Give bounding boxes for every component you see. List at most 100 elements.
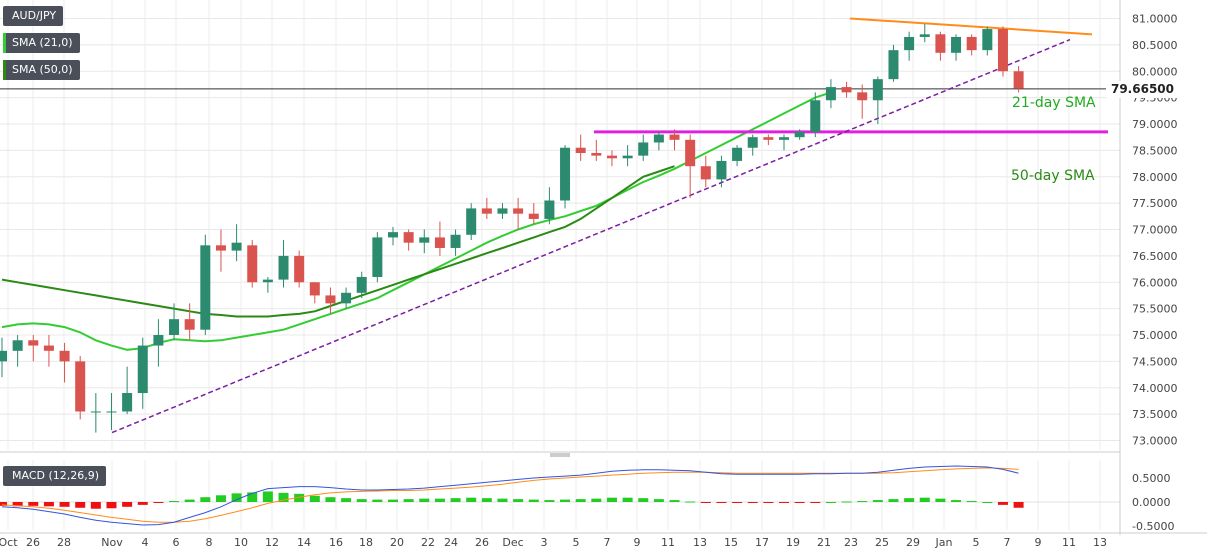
macd-histogram-bar <box>434 498 445 502</box>
legend-macd-text: MACD (12,26,9) <box>12 469 100 482</box>
candle-body <box>966 36 977 51</box>
macd-histogram-bar <box>200 497 211 502</box>
price-tick-label: 75.0000 <box>1132 329 1178 342</box>
macd-histogram-bar <box>137 502 148 505</box>
candle-body <box>1013 71 1024 89</box>
candle-body <box>951 36 962 53</box>
legend-symbol-text: AUD/JPY <box>12 9 57 22</box>
candles <box>0 23 1024 433</box>
candle-body <box>419 237 430 243</box>
candle-body <box>700 166 711 180</box>
price-tick-label: 75.5000 <box>1132 303 1178 316</box>
macd-histogram-bar <box>184 499 195 502</box>
macd-histogram-bar <box>857 501 868 503</box>
date-tick-label: 10 <box>234 536 248 549</box>
macd-histogram-bar <box>982 502 993 503</box>
candle-body <box>997 29 1008 72</box>
macd-histogram-bar <box>544 500 555 502</box>
candle-body <box>825 87 836 101</box>
macd-histogram-bar <box>215 495 226 502</box>
date-tick-label: 16 <box>329 536 343 549</box>
candle-body <box>497 208 508 214</box>
candle-body <box>434 237 445 248</box>
macd-histogram-bar <box>513 499 524 502</box>
legend-macd[interactable]: MACD (12,26,9) <box>3 466 107 486</box>
date-tick-label: Oct <box>0 536 18 549</box>
macd-histogram-bar <box>262 491 273 502</box>
candle-body <box>904 36 915 51</box>
candle-body <box>528 213 539 219</box>
legend-sma50[interactable]: SMA (50,0) <box>3 60 80 80</box>
candle-body <box>575 147 586 154</box>
date-tick-label: 13 <box>693 536 707 549</box>
resistance-trendline <box>849 17 1093 36</box>
date-tick-label: 29 <box>906 536 920 549</box>
date-tick-label: 19 <box>786 536 800 549</box>
date-tick-label: 15 <box>724 536 738 549</box>
candle-body <box>200 245 211 330</box>
candle-body <box>841 87 852 93</box>
macd-histogram-bar <box>169 501 180 503</box>
macd-histogram-bar <box>497 498 508 502</box>
date-tick-label: 22 <box>421 536 435 549</box>
candle-body <box>669 134 680 140</box>
macd-histogram-bar <box>59 502 70 507</box>
price-tick-label: 81.0000 <box>1132 13 1178 26</box>
macd-histogram-bar <box>403 499 414 502</box>
macd-histogram-bar <box>825 502 836 503</box>
support-trendline <box>111 38 1071 434</box>
grid <box>0 0 1120 530</box>
macd-histogram-bar <box>872 500 883 502</box>
candle-body <box>935 34 946 53</box>
macd-histogram-bar <box>106 502 117 509</box>
candle-body <box>606 155 617 159</box>
candle-body <box>75 361 86 412</box>
macd-histogram-bar <box>356 499 367 502</box>
date-tick-label: 7 <box>1004 536 1011 549</box>
candle-body <box>591 153 602 156</box>
legend-symbol[interactable]: AUD/JPY <box>3 6 64 26</box>
price-tick-label: 74.5000 <box>1132 355 1178 368</box>
macd-histogram-bar <box>153 502 164 503</box>
sma50-line <box>1 165 675 318</box>
pane-resize-handle <box>550 453 570 457</box>
date-tick-label: 4 <box>142 536 149 549</box>
macd-histogram-bar <box>247 492 258 502</box>
sma21-swatch <box>3 33 6 53</box>
candle-body <box>450 234 461 248</box>
macd-histogram-bar <box>75 502 86 508</box>
legend-sma50-text: SMA (50,0) <box>12 63 73 76</box>
candle-body <box>716 160 727 180</box>
date-tick-label: Dec <box>502 536 523 549</box>
candle-body <box>28 340 39 346</box>
macd-histogram-bar <box>622 497 633 502</box>
date-tick-label: 28 <box>57 536 71 549</box>
candle-body <box>356 276 367 293</box>
macd-histogram-bar <box>638 498 649 502</box>
macd-histogram-bar <box>919 497 930 502</box>
macd-histogram-bar <box>716 502 727 503</box>
macd-histogram-bar <box>841 501 852 503</box>
macd-histogram-bar <box>779 502 789 503</box>
macd-line <box>1 465 1019 526</box>
date-tick-label: 21 <box>817 536 831 549</box>
date-tick-label: 13 <box>1093 536 1107 549</box>
legend-sma21[interactable]: SMA (21,0) <box>3 33 80 53</box>
macd-histogram-bar <box>732 502 743 503</box>
candle-body <box>560 147 571 201</box>
macd-histogram-bar <box>904 498 915 502</box>
macd-histogram-bar <box>810 502 821 503</box>
date-tick-label: 5 <box>573 536 580 549</box>
macd-histogram-bar <box>575 499 586 502</box>
price-tick-label: 76.5000 <box>1132 250 1178 263</box>
price-tick-label: 77.5000 <box>1132 197 1178 210</box>
candle-body <box>779 137 789 140</box>
macd-histogram-bar <box>888 499 899 502</box>
price-tick-label: 76.0000 <box>1132 276 1178 289</box>
date-tick-label: Nov <box>101 536 123 549</box>
candle-body <box>231 242 242 251</box>
sma50-annotation-text: 50-day SMA <box>1011 168 1095 184</box>
candle-body <box>247 245 258 283</box>
candle-body <box>59 350 70 362</box>
